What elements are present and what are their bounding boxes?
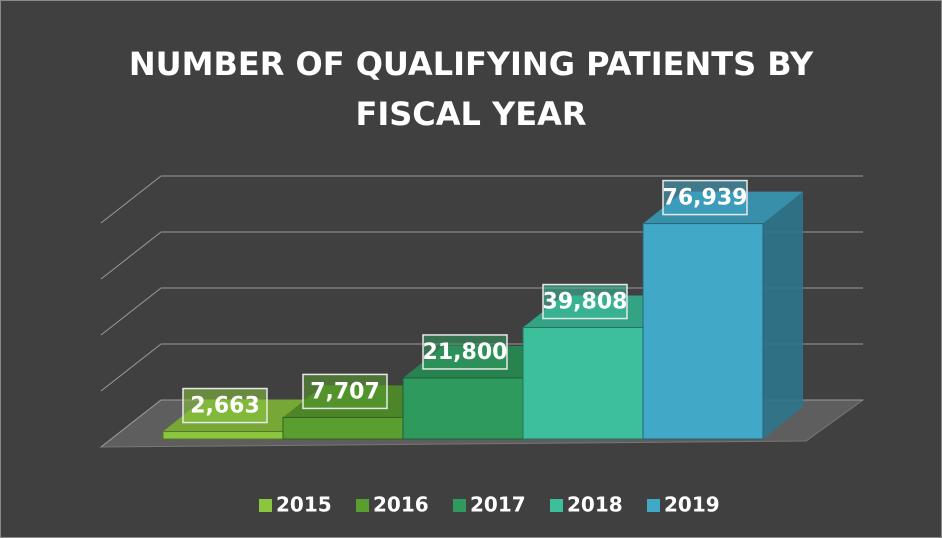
legend-swatch xyxy=(550,499,563,512)
data-label: 21,800 xyxy=(423,340,508,365)
grid-line xyxy=(100,231,863,280)
legend-label: 2018 xyxy=(567,493,623,517)
data-label-box xyxy=(542,283,628,320)
legend-label: 2017 xyxy=(470,493,526,517)
data-label: 76,939 xyxy=(663,186,748,211)
bar xyxy=(162,431,284,440)
chart-title: NUMBER OF QUALIFYING PATIENTS BY FISCAL … xyxy=(128,45,814,133)
bar xyxy=(282,416,404,440)
data-label-box xyxy=(662,179,748,216)
legend-swatch xyxy=(453,499,466,512)
data-label-box xyxy=(302,373,388,410)
data-label: 2,663 xyxy=(190,394,260,419)
legend-swatch xyxy=(356,499,369,512)
grid-line xyxy=(100,287,863,336)
legend-label: 2016 xyxy=(373,493,429,517)
data-label: 7,707 xyxy=(310,379,380,404)
bar xyxy=(642,223,764,440)
data-label: 39,808 xyxy=(543,290,628,315)
legend-label: 2015 xyxy=(276,493,332,517)
grid-line xyxy=(100,175,863,224)
bar-side xyxy=(763,191,803,439)
legend-label: 2019 xyxy=(664,493,720,517)
bar xyxy=(522,327,644,440)
data-label-box xyxy=(422,334,508,370)
bar xyxy=(402,377,524,440)
legend-swatch xyxy=(647,499,660,512)
legend-swatch xyxy=(259,499,272,512)
data-label-box xyxy=(182,387,268,424)
